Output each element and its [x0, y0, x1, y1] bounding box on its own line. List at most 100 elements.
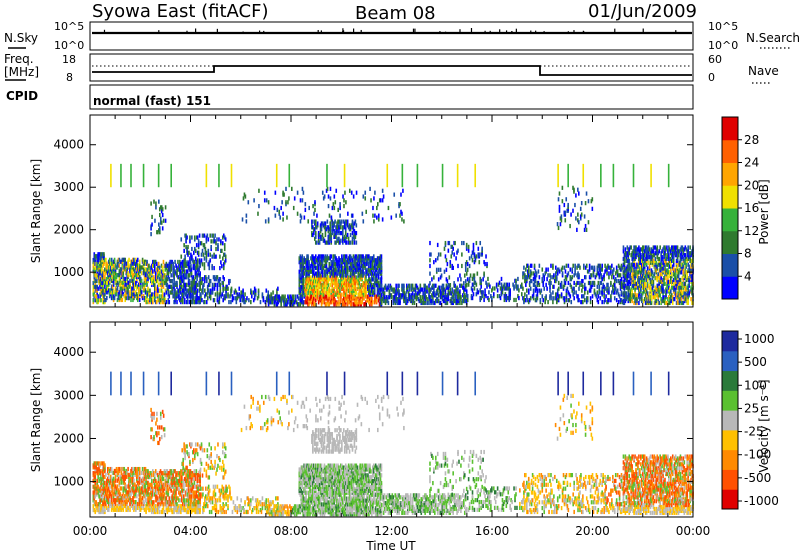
range-gate-cell: [332, 254, 334, 259]
range-gate-cell: [663, 281, 665, 286]
range-gate-cell: [103, 294, 105, 299]
range-gate-cell: [627, 253, 630, 258]
range-gate-cell: [123, 294, 126, 299]
range-gate-cell: [424, 291, 426, 296]
range-gate-cell: [137, 263, 140, 268]
range-gate-cell: [496, 294, 499, 299]
range-gate-cell: [327, 267, 330, 272]
range-gate-cell: [661, 254, 663, 260]
range-gate-cell: [441, 287, 444, 292]
range-gate-cell: [430, 287, 432, 292]
range-gate-cell: [389, 293, 392, 298]
range-gate-cell: [116, 259, 119, 264]
range-gate-cell: [645, 274, 648, 279]
range-gate-cell: [657, 283, 660, 288]
freq-label-1: Freq.: [4, 52, 34, 66]
range-gate-cell: [672, 297, 675, 302]
range-gate-cell: [648, 275, 651, 281]
range-gate-cell: [335, 261, 337, 267]
range-gate-cell: [235, 290, 238, 295]
range-gate-cell: [97, 252, 99, 257]
range-gate-cell: [100, 259, 102, 265]
range-gate-cell: [233, 290, 236, 295]
range-gate-cell: [371, 256, 373, 261]
range-gate-cell: [265, 288, 268, 293]
range-gate-cell: [638, 270, 640, 275]
range-gate-cell: [652, 295, 655, 300]
range-gate-cell: [155, 275, 158, 280]
range-gate-cell: [113, 295, 116, 301]
range-gate-cell: [475, 240, 478, 246]
range-gate-cell: [188, 278, 191, 284]
range-gate-cell: [375, 298, 378, 303]
range-gate-cell: [323, 225, 326, 230]
range-gate-cell: [303, 284, 305, 290]
range-gate-cell: [303, 271, 305, 276]
range-gate-cell: [673, 268, 676, 273]
range-gate-cell: [670, 253, 673, 258]
range-gate-cell: [626, 277, 629, 283]
range-gate-cell: [483, 271, 485, 276]
range-gate-cell: [419, 283, 422, 288]
range-gate-cell: [534, 288, 537, 293]
range-gate-cell: [569, 275, 572, 280]
range-gate-cell: [373, 271, 376, 276]
range-gate-cell: [340, 294, 342, 299]
range-gate-cell: [468, 276, 471, 282]
range-gate-cell: [193, 246, 196, 252]
range-gate-cell: [116, 280, 119, 285]
range-gate-cell: [293, 300, 296, 305]
range-gate-cell: [452, 246, 454, 251]
range-gate-cell: [506, 282, 509, 287]
range-gate-cell: [610, 280, 612, 286]
range-gate-cell: [646, 251, 649, 256]
range-gate-cell: [108, 269, 111, 274]
range-gate-cell: [319, 290, 322, 295]
range-gate-cell: [638, 285, 640, 290]
range-gate-cell: [322, 265, 325, 270]
range-gate-cell: [349, 290, 352, 295]
range-gate-cell: [417, 291, 420, 296]
range-gate-cell: [499, 286, 502, 291]
range-gate-cell: [179, 277, 181, 282]
range-gate-cell: [391, 287, 394, 292]
range-gate-cell: [346, 232, 349, 238]
range-gate-cell: [626, 285, 629, 290]
range-gate-cell: [337, 219, 339, 224]
range-gate-cell: [163, 273, 166, 278]
range-gate-cell: [340, 269, 342, 274]
range-gate-cell: [154, 275, 157, 280]
range-gate-cell: [545, 267, 547, 272]
range-gate-cell: [486, 282, 488, 287]
range-gate-cell: [180, 254, 183, 259]
range-gate-cell: [196, 277, 198, 282]
range-gate-cell: [441, 283, 444, 288]
range-gate-cell: [677, 285, 680, 290]
range-gate-cell: [501, 286, 504, 291]
range-gate-cell: [614, 277, 617, 282]
range-gate-cell: [666, 283, 668, 288]
range-gate-cell: [96, 288, 98, 293]
range-gate-cell: [190, 267, 193, 272]
range-gate-cell: [118, 276, 121, 282]
range-gate-cell: [528, 298, 531, 303]
range-gate-cell: [353, 271, 356, 276]
range-gate-cell: [407, 291, 410, 296]
range-gate-cell: [174, 259, 176, 265]
range-gate-cell: [431, 293, 433, 298]
range-gate-cell: [429, 300, 431, 306]
range-gate-cell: [304, 288, 306, 293]
range-gate-cell: [569, 282, 572, 287]
range-gate-cell: [316, 271, 319, 276]
range-gate-cell: [183, 290, 186, 295]
range-gate-cell: [342, 232, 344, 238]
range-gate-cell: [121, 271, 124, 276]
range-gate-cell: [312, 300, 314, 305]
range-gate-cell: [230, 299, 232, 305]
range-gate-cell: [325, 263, 328, 269]
range-gate-cell: [163, 263, 166, 268]
range-gate-cell: [676, 291, 679, 296]
range-gate-cell: [225, 284, 227, 289]
range-gate-cell: [579, 265, 581, 270]
range-gate-cell: [165, 261, 168, 266]
